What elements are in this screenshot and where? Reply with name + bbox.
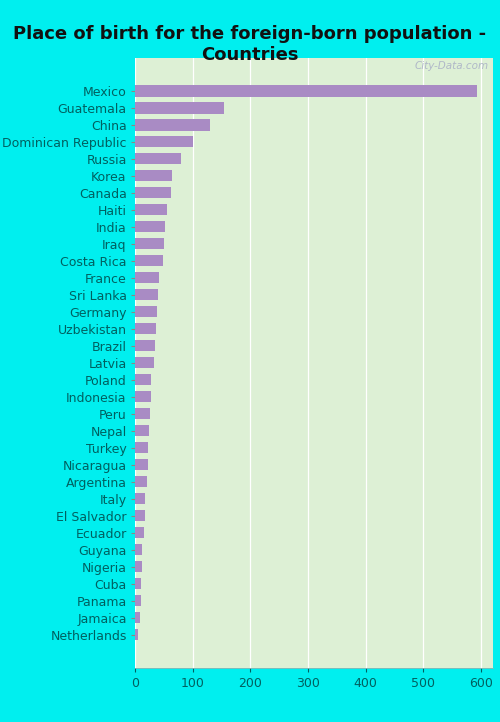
Bar (135, 222, 165, 232)
Bar (135, 477, 147, 487)
Bar (135, 119, 210, 131)
Bar (135, 561, 142, 572)
Bar (135, 272, 159, 284)
Bar (135, 408, 150, 419)
Bar (135, 306, 157, 318)
Bar (135, 323, 156, 334)
Bar (135, 493, 145, 504)
Bar (135, 425, 149, 436)
Bar (135, 238, 164, 249)
Bar (135, 629, 138, 640)
Text: Place of birth for the foreign-born population -
Countries: Place of birth for the foreign-born popu… (14, 25, 486, 64)
Bar (135, 459, 147, 470)
Bar (135, 256, 162, 266)
Bar (135, 391, 150, 402)
Bar (135, 544, 142, 555)
Bar (135, 595, 141, 606)
Bar (135, 510, 145, 521)
Bar (135, 136, 192, 147)
Bar (135, 188, 172, 199)
Bar (135, 527, 143, 538)
Text: City-Data.com: City-Data.com (415, 61, 489, 71)
Bar (135, 612, 140, 623)
Bar (135, 103, 224, 113)
Bar (135, 442, 148, 453)
Bar (135, 374, 151, 386)
Bar (135, 340, 155, 352)
Bar (135, 357, 154, 368)
Bar (135, 154, 181, 165)
Bar (135, 290, 158, 300)
Bar (135, 85, 477, 97)
Bar (135, 204, 166, 215)
Bar (135, 578, 141, 589)
Bar (135, 170, 172, 181)
